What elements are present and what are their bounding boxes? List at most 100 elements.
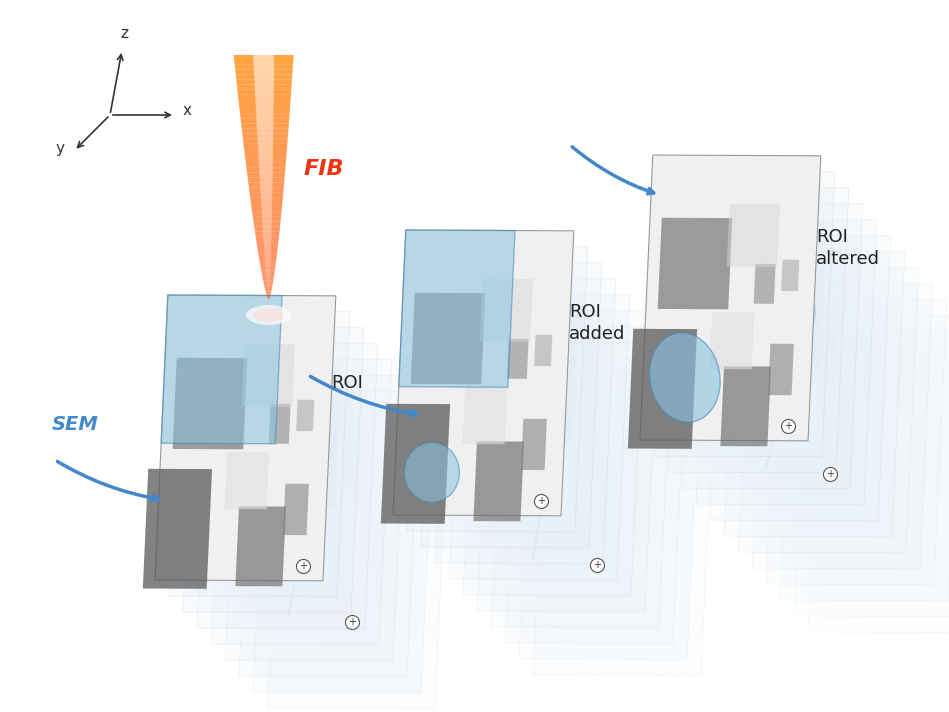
Polygon shape (217, 359, 342, 508)
Polygon shape (266, 276, 270, 281)
Polygon shape (260, 182, 272, 187)
Polygon shape (269, 404, 290, 444)
Polygon shape (752, 283, 933, 569)
Polygon shape (407, 246, 587, 532)
Polygon shape (225, 375, 406, 661)
Polygon shape (245, 158, 287, 163)
Polygon shape (143, 468, 212, 589)
Polygon shape (262, 276, 274, 281)
Text: z: z (120, 26, 128, 41)
Polygon shape (253, 65, 274, 70)
Polygon shape (261, 207, 272, 211)
Polygon shape (259, 163, 272, 168)
Polygon shape (628, 329, 698, 449)
Polygon shape (296, 399, 314, 431)
Polygon shape (256, 124, 273, 128)
Polygon shape (169, 311, 350, 597)
Polygon shape (253, 60, 274, 65)
Polygon shape (702, 219, 827, 368)
Polygon shape (283, 483, 308, 535)
Polygon shape (441, 278, 566, 426)
Polygon shape (263, 236, 271, 241)
Polygon shape (255, 89, 273, 94)
Polygon shape (197, 343, 378, 629)
Polygon shape (243, 138, 288, 143)
Polygon shape (232, 375, 356, 524)
Polygon shape (255, 104, 273, 109)
Polygon shape (449, 294, 630, 580)
Polygon shape (780, 315, 949, 601)
Polygon shape (249, 187, 284, 192)
Polygon shape (427, 262, 551, 411)
Circle shape (781, 419, 795, 434)
Polygon shape (252, 216, 281, 221)
Polygon shape (264, 286, 272, 290)
Circle shape (534, 495, 549, 508)
Polygon shape (658, 218, 733, 309)
Polygon shape (254, 70, 274, 75)
Text: FIB: FIB (304, 159, 344, 179)
Polygon shape (696, 219, 877, 505)
Polygon shape (240, 114, 289, 119)
Polygon shape (246, 163, 286, 168)
Polygon shape (247, 172, 285, 177)
Polygon shape (244, 148, 287, 153)
Polygon shape (236, 80, 292, 85)
Polygon shape (267, 281, 270, 286)
Text: y: y (56, 141, 65, 156)
Ellipse shape (253, 308, 284, 322)
Polygon shape (211, 359, 392, 645)
Polygon shape (241, 124, 288, 128)
Text: ROI
added: ROI added (569, 303, 625, 343)
Polygon shape (267, 286, 270, 290)
Polygon shape (242, 344, 295, 407)
Polygon shape (640, 155, 821, 441)
Polygon shape (255, 99, 273, 104)
Polygon shape (161, 295, 282, 444)
Polygon shape (268, 290, 270, 295)
Ellipse shape (246, 305, 291, 325)
Polygon shape (242, 133, 288, 138)
Polygon shape (266, 271, 270, 276)
Polygon shape (534, 335, 552, 366)
Ellipse shape (776, 281, 816, 335)
Polygon shape (256, 241, 278, 246)
Polygon shape (263, 231, 271, 236)
Polygon shape (668, 187, 848, 473)
Text: x: x (182, 103, 192, 118)
Polygon shape (176, 311, 300, 460)
Polygon shape (435, 278, 616, 564)
Polygon shape (225, 452, 270, 509)
Polygon shape (253, 55, 274, 60)
Polygon shape (260, 266, 275, 271)
Polygon shape (521, 419, 547, 470)
Polygon shape (381, 404, 450, 524)
Polygon shape (252, 211, 282, 216)
Circle shape (296, 560, 310, 573)
Text: +: + (785, 422, 792, 431)
Text: +: + (593, 560, 602, 570)
Polygon shape (239, 109, 290, 114)
Polygon shape (256, 114, 273, 119)
Polygon shape (260, 177, 272, 182)
Polygon shape (261, 192, 272, 197)
Polygon shape (258, 158, 273, 163)
Polygon shape (233, 55, 293, 60)
Polygon shape (237, 85, 291, 89)
Text: ROI: ROI (331, 375, 363, 392)
Polygon shape (245, 153, 287, 158)
Circle shape (590, 558, 605, 572)
Polygon shape (411, 293, 485, 384)
Polygon shape (248, 177, 285, 182)
Polygon shape (265, 261, 270, 266)
Polygon shape (266, 266, 270, 271)
Circle shape (824, 468, 837, 481)
Polygon shape (263, 281, 273, 286)
Polygon shape (238, 94, 291, 99)
Polygon shape (256, 109, 273, 114)
Polygon shape (257, 246, 278, 251)
Polygon shape (235, 75, 292, 80)
Polygon shape (259, 256, 277, 261)
Polygon shape (254, 80, 274, 85)
Polygon shape (266, 290, 271, 295)
